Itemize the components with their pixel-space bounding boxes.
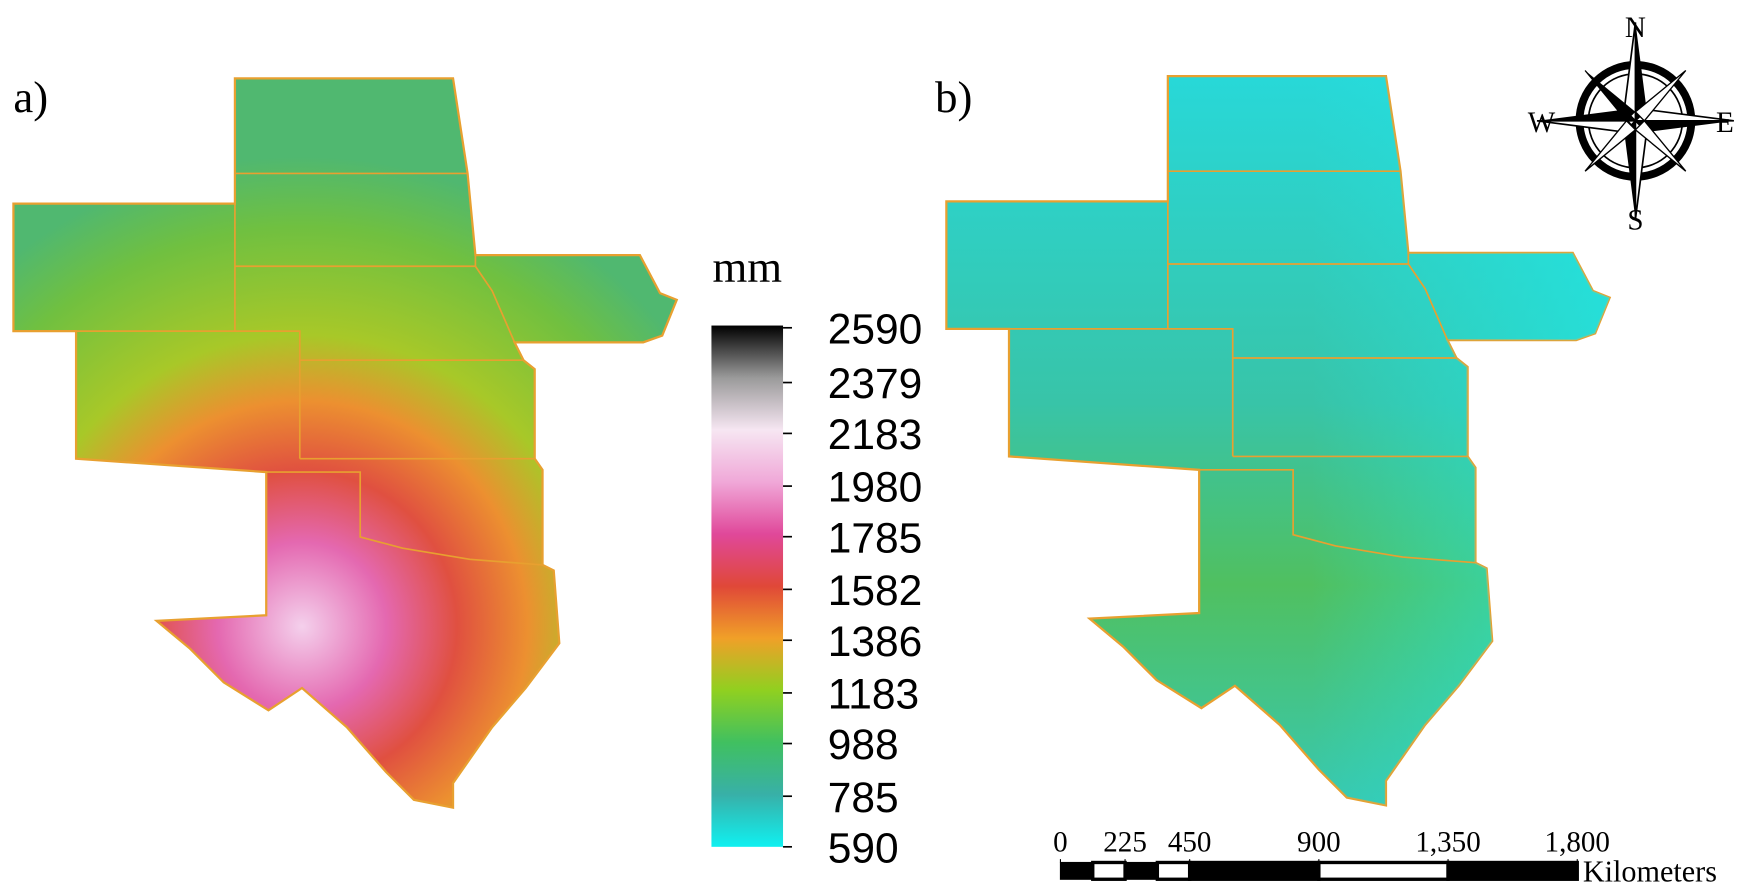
- scale-label: 900: [1297, 826, 1341, 858]
- colorbar-label: 1183: [828, 672, 919, 719]
- scale-label: 225: [1103, 826, 1147, 858]
- scale-segment: [1059, 861, 1094, 880]
- scale-segment: [1317, 860, 1450, 881]
- scale-segment: [1446, 860, 1579, 881]
- compass-w: W: [1528, 107, 1556, 139]
- scale-unit: Kilometers: [1583, 855, 1717, 886]
- compass: N S W E: [1528, 12, 1734, 236]
- map-a: [12, 77, 678, 809]
- colorbar-label: 785: [828, 775, 899, 822]
- colorbar-label: 1980: [828, 465, 923, 512]
- colorbar-label: 1582: [828, 568, 923, 615]
- scale-segment: [1091, 860, 1127, 881]
- scale-segment: [1187, 860, 1321, 881]
- legend-unit: mm: [712, 242, 782, 292]
- colorbar-label: 1386: [828, 619, 923, 666]
- scale-segment: [1155, 860, 1192, 881]
- colorbar-label: 2590: [828, 306, 923, 353]
- panel-label: b): [935, 72, 972, 122]
- compass-e: E: [1716, 107, 1734, 139]
- scale-label: 1,800: [1545, 826, 1610, 858]
- colorbar-label: 1785: [828, 515, 923, 562]
- colorbar-label: 590: [828, 825, 899, 872]
- panel-label: a): [13, 72, 48, 122]
- scale-label: 1,350: [1415, 826, 1480, 858]
- compass-n: N: [1625, 12, 1646, 44]
- colorbar-label: 2183: [828, 412, 923, 459]
- colorbar-label: 2379: [828, 361, 923, 408]
- colorbar-label: 988: [828, 722, 899, 769]
- scale-label: 0: [1053, 826, 1068, 858]
- scale-label: 450: [1168, 826, 1212, 858]
- map-b: [945, 74, 1611, 807]
- scale-segment: [1124, 861, 1158, 880]
- colorbar: [711, 325, 784, 847]
- compass-s: S: [1627, 204, 1643, 236]
